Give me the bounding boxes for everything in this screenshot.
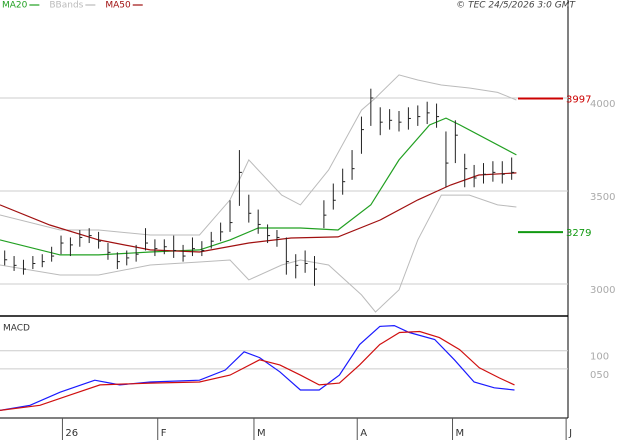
y-tick-label: 3000: [590, 285, 615, 296]
y-tick-label: 100: [590, 352, 609, 363]
x-tick-label: J: [568, 428, 572, 439]
legend-label: MA20: [2, 1, 28, 11]
macd-title: MACD: [3, 324, 30, 334]
macd-line: [0, 324, 515, 411]
x-tick-label: A: [360, 428, 367, 439]
x-tick-label: M: [456, 428, 465, 439]
legend-label: BBands: [49, 1, 83, 11]
x-tick-label: 26: [65, 428, 78, 439]
macd-line: [0, 330, 515, 411]
x-tick-label: M: [257, 428, 266, 439]
y-tick-label: 4000: [590, 99, 615, 110]
price-marker-label: 3279: [566, 228, 591, 239]
bband-line: [0, 74, 517, 236]
price-marker-label: 3997: [566, 95, 591, 106]
legend-label: MA50: [105, 1, 131, 11]
y-tick-label: 050: [590, 370, 609, 381]
x-tick-label: F: [161, 428, 167, 439]
y-tick-label: 3500: [590, 192, 615, 203]
copyright: © TEC 24/5/2026 3:0 GMT: [456, 1, 576, 11]
ma-line: [0, 117, 517, 256]
